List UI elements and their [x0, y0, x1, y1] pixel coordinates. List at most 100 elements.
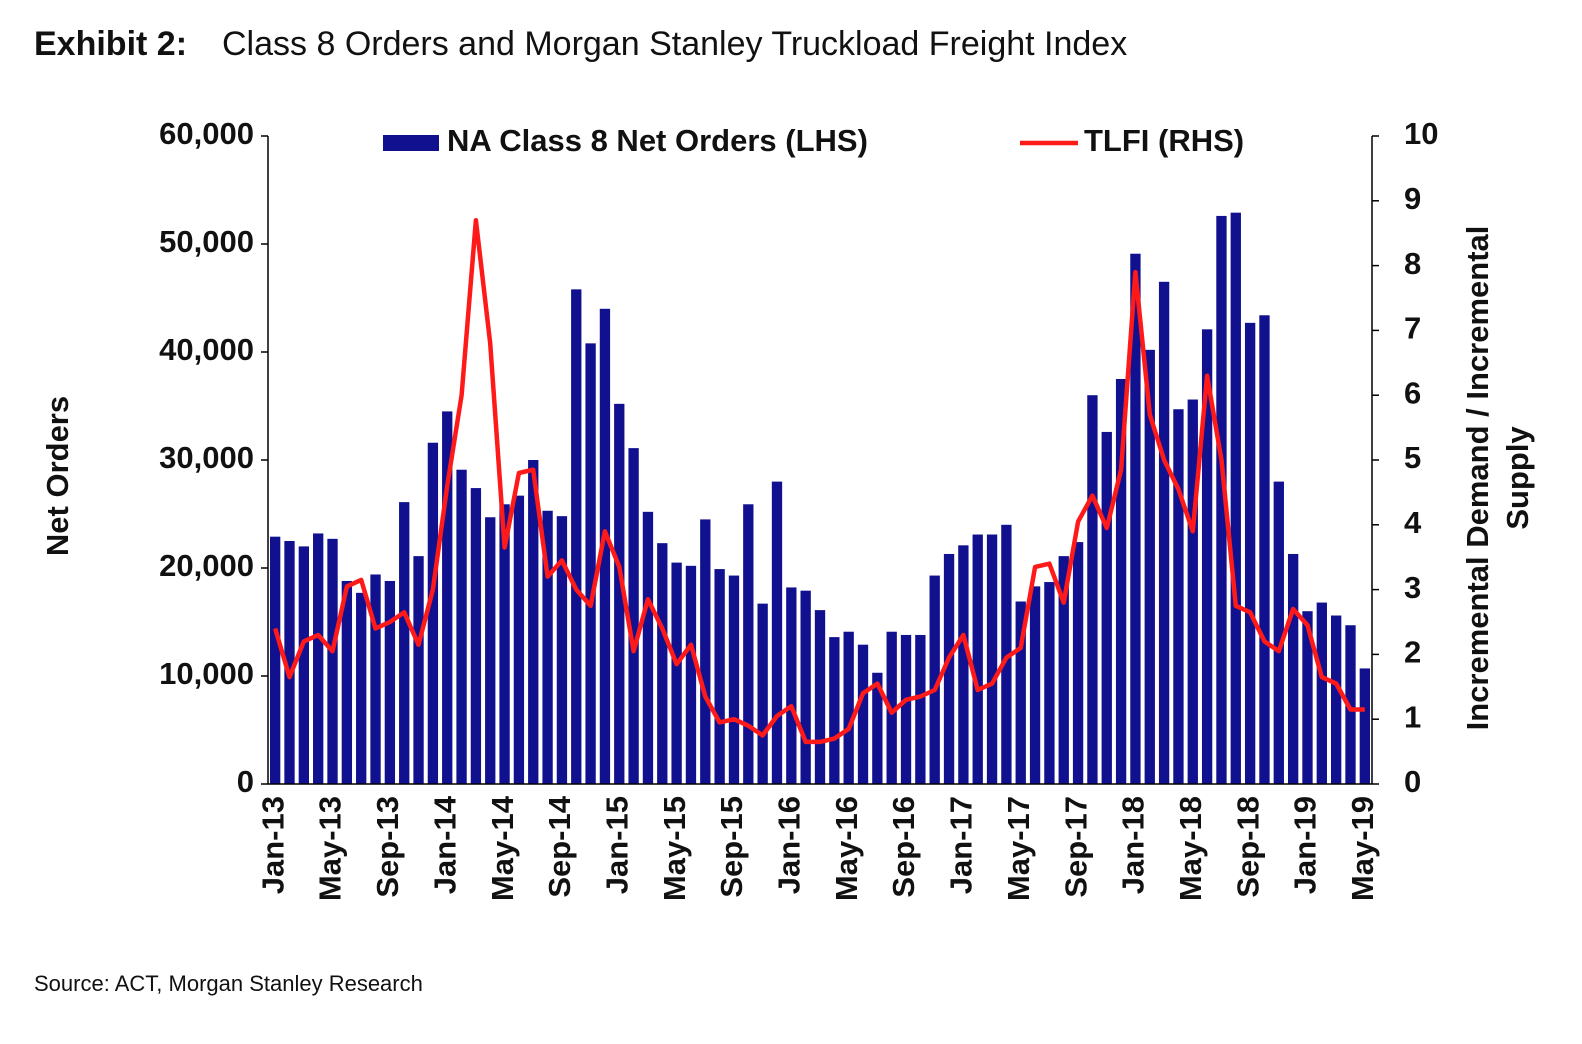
bar — [585, 343, 596, 784]
bar — [1330, 615, 1342, 784]
bar — [1130, 253, 1141, 785]
y-tick-label: 20,000 — [159, 548, 254, 583]
bar — [1287, 553, 1299, 784]
bar — [470, 488, 482, 784]
y2-tick-label: 7 — [1404, 311, 1421, 346]
x-tick-label: Jan-18 — [1116, 796, 1151, 894]
x-tick-label: May-19 — [1345, 796, 1380, 901]
legend-label: NA Class 8 Net Orders (LHS) — [447, 123, 868, 158]
bar — [1273, 481, 1284, 784]
x-tick-label: Sep-18 — [1230, 796, 1265, 898]
bar — [341, 580, 353, 784]
bar — [485, 517, 496, 784]
bar — [1144, 349, 1155, 784]
bar — [1173, 409, 1184, 784]
y2-tick-label: 3 — [1404, 570, 1421, 605]
bar — [1158, 281, 1170, 784]
y2-tick-label: 0 — [1404, 764, 1421, 799]
bar — [943, 553, 955, 784]
bar — [771, 481, 783, 784]
bar — [1345, 625, 1356, 784]
bar — [1087, 395, 1098, 784]
y2-tick-label: 8 — [1404, 246, 1421, 281]
bar — [327, 538, 338, 784]
bar — [456, 469, 467, 784]
bar — [657, 543, 668, 784]
y2-tick-label: 10 — [1404, 116, 1438, 151]
bar — [671, 562, 682, 784]
x-tick-label: Jan-13 — [255, 796, 290, 894]
source: Source: ACT, Morgan Stanley Research — [34, 971, 423, 996]
bar — [571, 289, 582, 784]
x-tick-label: Sep-14 — [542, 795, 577, 897]
y2-tick-label: 1 — [1404, 699, 1421, 734]
bar — [915, 634, 926, 784]
bar — [685, 565, 697, 784]
y-tick-label: 50,000 — [159, 224, 254, 259]
bar — [384, 580, 396, 784]
bar — [513, 495, 525, 784]
bar — [556, 516, 568, 784]
bar — [614, 403, 625, 784]
bar — [1201, 329, 1213, 784]
bar — [370, 574, 381, 784]
bar — [1015, 601, 1026, 784]
bar — [929, 575, 940, 784]
y-tick-label: 0 — [237, 764, 254, 799]
bar — [872, 672, 883, 784]
bar — [427, 442, 439, 784]
y-tick-label: 30,000 — [159, 440, 254, 475]
y2-axis-title: Incremental Demand / Incremental — [1460, 226, 1495, 731]
y-tick-label: 60,000 — [159, 116, 254, 151]
bar — [442, 411, 453, 784]
bar — [1029, 586, 1041, 784]
bar — [270, 536, 281, 784]
bar — [728, 575, 740, 784]
x-tick-label: May-18 — [1173, 796, 1208, 901]
bar — [284, 541, 295, 784]
bar — [829, 637, 840, 784]
bar — [743, 504, 754, 784]
x-tick-label: Jan-17 — [944, 796, 979, 894]
bar — [843, 631, 854, 784]
bar — [757, 603, 768, 784]
y2-tick-label: 9 — [1404, 181, 1421, 216]
title-label: Exhibit 2: — [34, 25, 187, 63]
chart-title: Class 8 Orders and Morgan Stanley Truckl… — [222, 25, 1127, 63]
bar — [857, 644, 869, 784]
bar — [714, 569, 725, 784]
x-tick-label: Sep-16 — [886, 796, 921, 898]
x-tick-label: Jan-19 — [1288, 796, 1323, 894]
y2-tick-label: 5 — [1404, 440, 1421, 475]
x-tick-label: Sep-13 — [370, 796, 405, 898]
bar — [800, 590, 811, 784]
bar — [499, 504, 510, 784]
bar — [628, 448, 639, 784]
bar — [298, 546, 310, 784]
bar — [1115, 379, 1127, 784]
bar — [958, 545, 969, 784]
bar — [1216, 215, 1227, 785]
bar — [542, 510, 553, 784]
x-tick-label: Sep-15 — [714, 796, 749, 898]
y2-tick-label: 6 — [1404, 375, 1421, 410]
bar — [1072, 542, 1084, 784]
x-tick-label: Jan-15 — [599, 796, 634, 894]
legend-label: TLFI (RHS) — [1084, 123, 1244, 158]
y-tick-label: 40,000 — [159, 332, 254, 367]
x-tick-label: May-17 — [1001, 796, 1036, 901]
bar — [900, 634, 912, 784]
bar — [599, 308, 611, 784]
bar — [786, 587, 797, 784]
bar — [1001, 524, 1012, 784]
bar — [1044, 582, 1055, 784]
bar — [313, 533, 324, 784]
x-tick-label: Jan-16 — [772, 796, 807, 894]
bar — [1230, 212, 1241, 784]
bar — [972, 534, 983, 784]
bar — [986, 534, 998, 784]
line — [273, 217, 1365, 745]
bar — [814, 610, 826, 784]
bar — [700, 519, 711, 784]
